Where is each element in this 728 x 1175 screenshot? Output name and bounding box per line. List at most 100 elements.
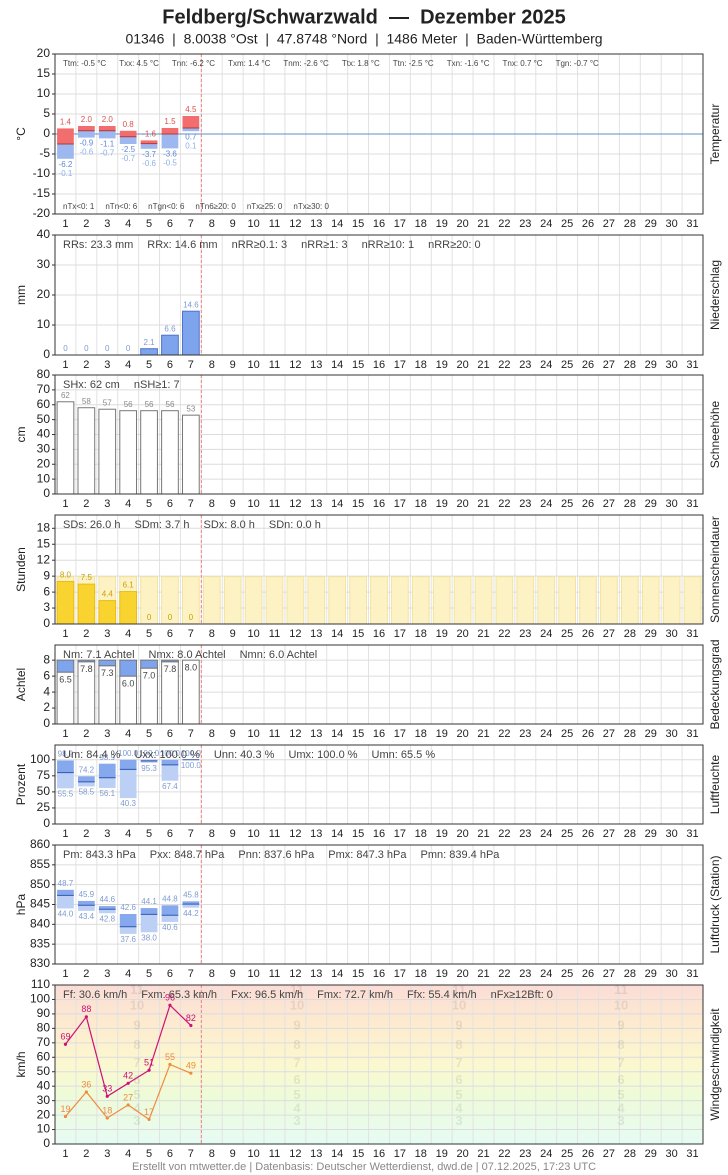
x-tick-label: 15	[352, 628, 364, 640]
value-label: -3.7	[142, 150, 156, 159]
bar	[495, 576, 514, 625]
y-tick-label: -20	[33, 206, 51, 220]
value-label: 33	[102, 1084, 112, 1094]
x-tick-label: 2	[83, 728, 89, 740]
x-tick-label: 23	[519, 828, 531, 840]
beaufort-label: 9	[293, 1018, 300, 1033]
x-tick-label: 6	[167, 728, 173, 740]
value-label: 100.0	[118, 749, 139, 758]
x-tick-label: 9	[230, 968, 236, 980]
y-tick-label: 0	[43, 126, 50, 140]
beaufort-label: 8	[617, 1037, 624, 1052]
x-tick-label: 4	[125, 498, 131, 510]
x-tick-label: 19	[436, 628, 448, 640]
value-label: 0	[147, 613, 152, 622]
y-axis-label: km/h	[14, 1051, 28, 1077]
stat-text: Ffx: 55.4 km/h	[407, 989, 477, 1001]
value-label: 93.9	[99, 753, 115, 762]
x-tick-label: 21	[477, 498, 489, 510]
y-tick-label: 18	[37, 520, 51, 534]
stat-text: nTgn<0: 6	[148, 202, 185, 211]
point	[168, 1062, 172, 1067]
panel-label: Niederschlag	[708, 260, 722, 330]
bar	[119, 410, 138, 495]
y-tick-label: 20	[37, 1107, 51, 1121]
range-upper	[161, 759, 179, 765]
x-tick-label: 2	[83, 828, 89, 840]
y-tick-label: 80	[37, 367, 51, 381]
x-tick-label: 17	[394, 359, 406, 371]
x-tick-label: 25	[561, 728, 573, 740]
x-tick-label: 27	[603, 728, 615, 740]
y-tick-label: 0	[43, 1136, 50, 1150]
plot-frame	[54, 234, 704, 356]
footer: Erstellt von mtwetter.de | Datenbasis: D…	[132, 1161, 596, 1173]
x-tick-label: 30	[666, 218, 678, 230]
stat-text: Tnn: -6.2 °C	[172, 59, 215, 68]
y-tick-label: 75	[37, 768, 51, 782]
beaufort-label: 9	[617, 1018, 624, 1033]
x-tick-label: 5	[146, 828, 152, 840]
x-tick-label: 7	[188, 728, 194, 740]
x-tick-label: 5	[146, 359, 152, 371]
y-tick-label: 50	[37, 784, 51, 798]
range-lower	[57, 895, 74, 909]
beaufort-label: 5	[455, 1087, 462, 1102]
x-tick-label: 8	[209, 1148, 215, 1160]
x-tick-label: 24	[540, 218, 552, 230]
x-tick-label: 1	[62, 828, 68, 840]
beaufort-label: 7	[133, 1055, 140, 1070]
x-tick-label: 6	[167, 498, 173, 510]
y-tick-label: 100	[30, 992, 50, 1006]
x-tick-label: 3	[104, 1148, 110, 1160]
x-tick-label: 8	[209, 498, 215, 510]
x-tick-label: 3	[104, 828, 110, 840]
range-upper	[77, 900, 95, 906]
x-tick-label: 11	[269, 498, 280, 510]
x-tick-label: 28	[624, 498, 636, 510]
value-label: 45.8	[183, 890, 199, 899]
y-axis-label: Stunden	[14, 547, 28, 592]
x-tick-label: 27	[603, 218, 615, 230]
y-tick-label: 0	[43, 347, 50, 361]
bar	[328, 576, 347, 625]
range-lower	[182, 128, 200, 132]
y-tick-label: 835	[30, 936, 50, 950]
x-tick-label: 23	[519, 628, 531, 640]
y-tick-label: 40	[37, 227, 51, 241]
x-tick-label: 26	[582, 828, 594, 840]
range-upper	[57, 889, 74, 896]
value-label: 56.1	[99, 789, 115, 798]
x-tick-label: 7	[188, 628, 194, 640]
stat-text: nTx≥25: 0	[247, 202, 283, 211]
x-tick-label: 19	[436, 728, 448, 740]
point	[63, 1042, 68, 1046]
x-tick-label: 13	[310, 1148, 322, 1160]
x-tick-label: 19	[436, 1148, 448, 1160]
value-label: 100.0	[181, 749, 202, 758]
stat-text: nTn<0: 6	[105, 202, 137, 211]
x-tick-label: 27	[603, 628, 615, 640]
panel-label: Luftdruck (Station)	[708, 855, 722, 953]
x-tick-label: 3	[104, 728, 110, 740]
x-tick-label: 28	[624, 218, 636, 230]
y-tick-label: 15	[37, 66, 51, 80]
x-tick-label: 18	[415, 728, 427, 740]
x-tick-label: 11	[269, 968, 280, 980]
bar	[244, 576, 263, 625]
value-label: 44.6	[99, 895, 115, 904]
value-label: 100.0	[181, 761, 202, 770]
x-tick-label: 4	[125, 359, 131, 371]
x-tick-label: 9	[230, 828, 236, 840]
y-tick-label: 15	[37, 536, 51, 550]
value-label: 40.6	[162, 923, 178, 932]
bar-cap	[77, 659, 96, 663]
x-tick-label: 19	[436, 828, 448, 840]
y-tick-label: 10	[37, 1122, 51, 1136]
y-tick-label: -5	[39, 146, 50, 160]
bar	[411, 576, 430, 625]
y-axis-label: Prozent	[14, 763, 28, 805]
value-label: 38.0	[141, 933, 157, 942]
value-label: 44.1	[141, 897, 157, 906]
value-label: 56	[124, 400, 133, 409]
